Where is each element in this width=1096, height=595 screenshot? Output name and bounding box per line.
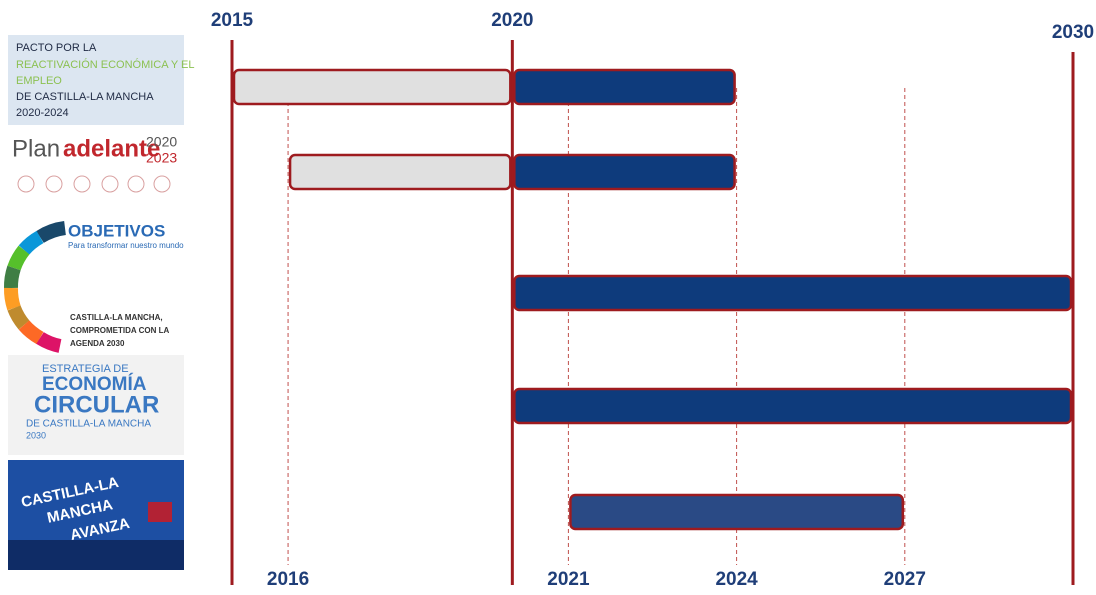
bar bbox=[513, 153, 736, 191]
row-label: Plan bbox=[12, 135, 60, 162]
row-label: DE CASTILLA-LA MANCHA bbox=[26, 419, 151, 430]
row-label: adelante bbox=[63, 135, 160, 162]
row-label: 2023 bbox=[146, 150, 177, 166]
row-label: Para transformar nuestro mundo bbox=[68, 241, 184, 250]
x-tick-label: 2020 bbox=[491, 10, 533, 31]
row-label: ECONOMÍA bbox=[42, 373, 147, 395]
row-label: COMPROMETIDA CON LA bbox=[70, 326, 169, 335]
bar bbox=[513, 274, 1073, 312]
sdg-wheel bbox=[4, 221, 67, 353]
bar bbox=[232, 68, 512, 106]
row-label: EMPLEO bbox=[16, 75, 62, 87]
row-label: 2030 bbox=[26, 430, 46, 440]
row-label: DE CASTILLA-LA MANCHA bbox=[16, 91, 154, 103]
panel bbox=[8, 355, 184, 455]
bar bbox=[513, 68, 736, 106]
x-tick-label: 2015 bbox=[211, 10, 254, 31]
row-label: CIRCULAR bbox=[34, 391, 159, 418]
row-label: 2020 bbox=[146, 134, 177, 150]
row-label: PACTO POR LA bbox=[16, 42, 97, 54]
row-label: ESTRATEGIA DE bbox=[42, 363, 129, 375]
x-tick-label: 2021 bbox=[547, 569, 590, 590]
bar bbox=[288, 153, 512, 191]
bar bbox=[569, 493, 905, 531]
row-label: 2020-2024 bbox=[16, 107, 69, 119]
x-tick-label: 2030 bbox=[1052, 22, 1094, 43]
row-label: AGENDA 2030 bbox=[70, 339, 125, 348]
row-label: REACTIVACIÓN ECONÓMICA Y EL bbox=[16, 58, 195, 71]
row-label: CASTILLA-LA MANCHA, bbox=[70, 313, 163, 322]
x-tick-label: 2024 bbox=[715, 569, 758, 590]
x-tick-label: 2016 bbox=[267, 569, 309, 590]
panel bbox=[8, 35, 184, 125]
row-label: OBJETIVOS bbox=[68, 221, 165, 240]
flag bbox=[148, 502, 172, 522]
icons bbox=[17, 175, 171, 193]
bar bbox=[513, 387, 1073, 425]
panel bbox=[8, 540, 184, 570]
x-tick-label: 2027 bbox=[884, 569, 926, 590]
